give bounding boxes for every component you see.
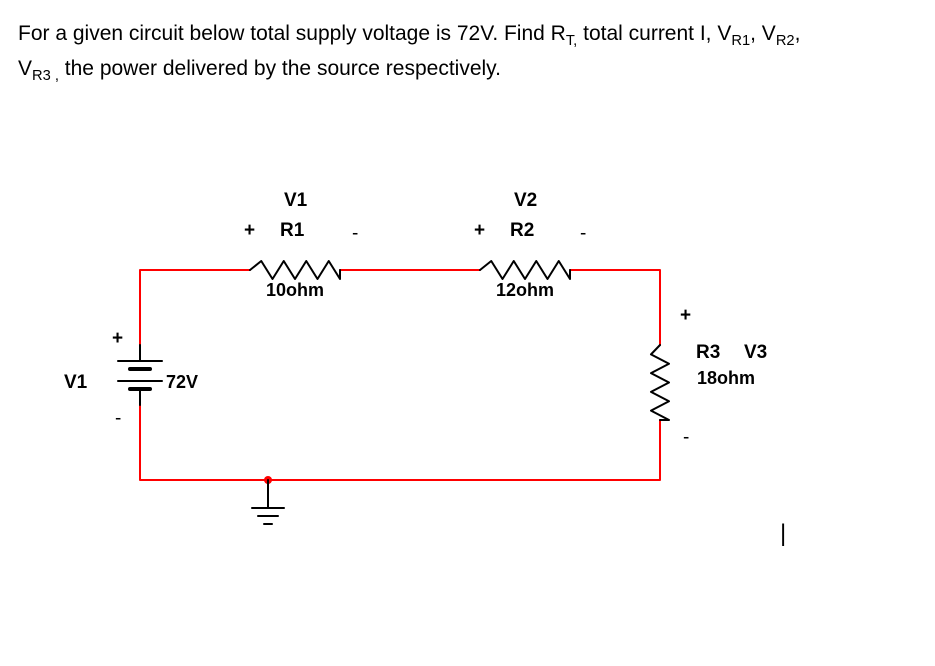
source-polarity-top: + [112, 328, 123, 350]
source-main-label: V1 [64, 372, 87, 394]
r1-name: R1 [280, 220, 304, 242]
circuit-diagram: + V1 72V - V1 + R1 - 10ohm V2 + R2 - 12o… [0, 150, 935, 650]
source-polarity-bottom: - [115, 408, 121, 430]
r1-polarity-left: + [244, 220, 255, 242]
r3-value: 18ohm [697, 368, 755, 389]
r2-value: 12ohm [496, 280, 554, 301]
r2-name: R2 [510, 220, 534, 242]
r2-polarity-right: - [580, 223, 586, 245]
question-text: For a given circuit below total supply v… [18, 18, 917, 88]
r1-polarity-right: - [352, 223, 358, 245]
stray-mark: | [780, 520, 786, 548]
r3-v-label: V3 [744, 342, 767, 364]
circuit-svg [0, 150, 935, 650]
r2-v-label: V2 [514, 190, 537, 212]
r3-polarity-top: + [680, 305, 691, 327]
r1-v-label: V1 [284, 190, 307, 212]
r3-polarity-bottom: - [683, 427, 689, 449]
r3-name: R3 [696, 342, 720, 364]
source-voltage: 72V [166, 372, 198, 393]
r2-polarity-left: + [474, 220, 485, 242]
r1-value: 10ohm [266, 280, 324, 301]
